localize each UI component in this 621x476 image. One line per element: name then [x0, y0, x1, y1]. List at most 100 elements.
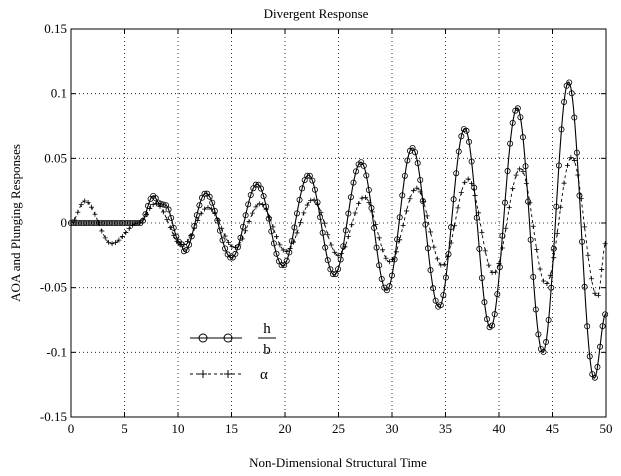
alpha-marker	[571, 157, 577, 163]
alpha-marker	[174, 238, 180, 244]
alpha-marker	[380, 247, 386, 253]
alpha-marker	[212, 211, 218, 217]
hb-marker	[476, 245, 483, 252]
hb-marker	[201, 190, 208, 197]
x-axis-label: Non-Dimensional Structural Time	[249, 455, 427, 470]
hb-marker	[579, 238, 586, 245]
hb-marker	[265, 215, 272, 222]
hb-marker	[317, 214, 324, 221]
hb-marker	[342, 227, 349, 234]
alpha-marker	[102, 235, 108, 241]
hb-marker	[193, 212, 200, 219]
alpha-marker	[160, 209, 166, 215]
alpha-marker	[85, 200, 91, 206]
alpha-marker	[517, 166, 523, 172]
hb-marker	[527, 236, 534, 243]
alpha-marker	[113, 240, 119, 246]
hb-marker	[165, 206, 172, 213]
hb-marker	[519, 134, 526, 141]
alpha-marker	[260, 202, 266, 208]
alpha-marker	[537, 266, 543, 272]
hb-marker	[491, 311, 498, 318]
alpha-marker	[362, 195, 368, 201]
hb-marker	[494, 291, 501, 298]
hb-marker	[332, 271, 339, 278]
hb-marker	[386, 283, 393, 290]
alpha-marker	[99, 228, 105, 234]
alpha-marker	[239, 236, 245, 242]
hb-marker	[473, 214, 480, 221]
alpha-marker	[202, 206, 208, 212]
hb-marker	[440, 292, 447, 299]
hb-marker	[270, 240, 277, 247]
hb-marker	[507, 140, 514, 147]
alpha-marker	[294, 230, 300, 236]
alpha-marker	[133, 220, 139, 226]
hb-marker	[481, 299, 488, 306]
hb-marker	[222, 245, 229, 252]
y-tick-label: -0.1	[46, 344, 67, 359]
alpha-marker	[335, 252, 341, 258]
hb-marker	[327, 266, 334, 273]
hb-marker	[306, 172, 313, 179]
alpha-marker	[222, 233, 228, 239]
alpha-marker	[246, 219, 252, 225]
hb-marker	[227, 254, 234, 261]
alpha-marker	[249, 210, 255, 216]
hb-marker	[237, 234, 244, 241]
hb-marker	[496, 264, 503, 271]
hb-marker	[219, 237, 226, 244]
hb-marker	[288, 237, 295, 244]
alpha-marker	[236, 242, 242, 248]
x-tick-label: 20	[279, 421, 292, 436]
hb-marker	[566, 79, 573, 86]
alpha-marker	[89, 204, 95, 210]
alpha-marker	[554, 231, 560, 237]
alpha-marker	[291, 239, 297, 245]
hb-marker	[345, 210, 352, 217]
alpha-marker	[208, 206, 214, 212]
x-tick-label: 10	[172, 421, 185, 436]
alpha-marker	[523, 180, 529, 186]
alpha-marker	[181, 242, 187, 248]
hb-marker	[532, 306, 539, 313]
legend-hb-numerator: h	[263, 321, 271, 337]
alpha-marker	[308, 198, 314, 204]
y-tick-label: -0.15	[40, 409, 67, 424]
legend-alpha-label: α	[260, 367, 268, 383]
alpha-marker	[82, 198, 88, 204]
x-tick-label: 50	[600, 421, 613, 436]
hb-marker	[319, 229, 326, 236]
hb-marker	[371, 224, 378, 231]
alpha-marker	[421, 199, 427, 205]
hb-marker	[501, 199, 508, 206]
hb-marker	[353, 168, 360, 175]
series-markers	[68, 79, 609, 381]
alpha-marker	[359, 195, 365, 201]
alpha-marker	[400, 222, 406, 228]
hb-marker	[388, 272, 395, 279]
alpha-marker	[582, 224, 588, 230]
alpha-marker	[157, 203, 163, 209]
hb-marker	[360, 162, 367, 169]
hb-marker	[571, 114, 578, 121]
legend-alpha-marker	[224, 370, 232, 378]
hb-marker	[466, 138, 473, 145]
alpha-marker	[78, 202, 84, 208]
alpha-marker	[71, 217, 77, 223]
alpha-marker	[273, 234, 279, 240]
hb-marker	[597, 343, 604, 350]
axis-ticks: 0 5 10 15 20 25 30 35 40 45 50 -0.15 -0.1 -0.05 0 0.05 0…	[40, 21, 613, 436]
y-axis-label: AOA and Plunging Responses	[8, 144, 23, 302]
y-tick-label: 0.1	[51, 86, 67, 101]
hb-marker	[163, 202, 170, 209]
alpha-marker	[451, 223, 457, 229]
hb-marker	[581, 283, 588, 290]
alpha-marker	[171, 232, 177, 238]
alpha-marker	[475, 210, 481, 216]
alpha-marker	[547, 272, 553, 278]
alpha-marker	[472, 193, 478, 199]
legend-alpha-marker	[199, 370, 207, 378]
alpha-marker	[503, 225, 509, 231]
hb-marker	[550, 245, 557, 252]
